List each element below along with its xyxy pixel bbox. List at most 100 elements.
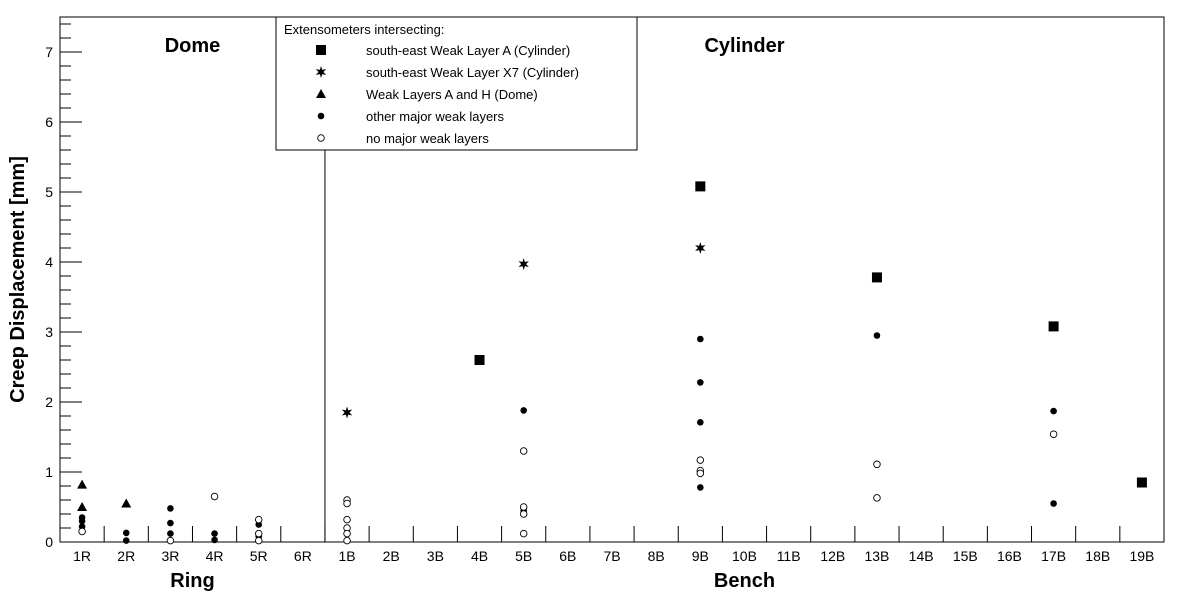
data-point-circle	[343, 515, 351, 524]
y-tick-label: 4	[45, 254, 53, 270]
y-tick-label: 5	[45, 184, 53, 200]
data-point-square	[474, 355, 485, 365]
data-point-circle	[78, 527, 86, 536]
data-point-circle	[696, 469, 705, 478]
x-tick-label: 19B	[1129, 548, 1154, 564]
axis-labels: 0 1 2 3 4 5 6 7 1R 2R 3R 4R 5R 6R 1B 2B 3B 4B 5B 6B 7B 8B 9B 10…	[7, 35, 1154, 592]
x-tick-label: 4R	[206, 548, 224, 564]
data-point-circle	[873, 460, 881, 469]
legend-marker-star	[315, 66, 327, 78]
data-point-circle	[254, 515, 263, 524]
legend-entry-label: south-east Weak Layer A (Cylinder)	[366, 43, 570, 58]
data-point-dot	[78, 517, 86, 525]
y-tick-label: 1	[45, 464, 53, 480]
data-point-square	[1136, 477, 1147, 488]
legend-marker-square	[316, 45, 326, 55]
data-point-dot	[167, 530, 174, 537]
x-tick-label: 16B	[997, 548, 1022, 564]
legend-marker-triangle	[316, 89, 326, 98]
x-tick-label: 1B	[338, 548, 355, 564]
x-tick-label: 10B	[732, 548, 757, 564]
data-point-star	[518, 258, 529, 271]
data-point-circle	[254, 529, 263, 538]
x-tick-label: 2R	[117, 548, 135, 564]
x-tick-label: 5R	[250, 548, 268, 564]
x-tick-label: 8B	[648, 548, 665, 564]
x-tick-label: 6R	[294, 548, 312, 564]
x-axis-title-ring: Ring	[170, 570, 214, 592]
data-marks	[77, 181, 1147, 545]
data-point-square	[1048, 321, 1059, 332]
data-point-circle	[343, 499, 351, 508]
data-point-circle	[343, 536, 351, 545]
data-point-dot	[873, 332, 881, 339]
x-tick-label: 12B	[820, 548, 845, 564]
data-point-star	[341, 406, 353, 419]
data-point-dot	[211, 536, 218, 544]
data-point-circle	[696, 456, 705, 464]
data-point-dot	[697, 335, 704, 343]
x-tick-label: 18B	[1085, 548, 1110, 564]
x-tick-label: 6B	[559, 548, 576, 564]
y-tick-label: 7	[45, 44, 53, 60]
data-point-triangle	[121, 498, 132, 508]
legend-box	[275, 16, 638, 151]
data-point-square	[871, 272, 882, 283]
x-tick-label: 17B	[1041, 548, 1066, 564]
x-tick-label: 9B	[692, 548, 709, 564]
data-point-circle	[254, 536, 263, 545]
data-point-triangle	[77, 479, 88, 489]
legend-entry-label: other major weak layers	[366, 109, 504, 124]
legend-marker-circle	[317, 134, 325, 142]
data-point-dot	[1050, 407, 1057, 415]
data-point-circle	[1049, 430, 1058, 438]
legend-entry-label: no major weak layers	[366, 131, 489, 146]
x-tick-label: 2B	[383, 548, 400, 564]
data-point-circle	[519, 447, 528, 455]
data-point-dot	[520, 407, 527, 414]
data-point-dot	[167, 519, 174, 527]
legend-entry-label: south-east Weak Layer X7 (Cylinder)	[366, 65, 579, 80]
legend: Extensometers intersecting: south-east We…	[275, 16, 638, 151]
x-tick-label: 1R	[73, 548, 91, 564]
x-axis-title-bench: Bench	[714, 570, 775, 592]
region-title-cylinder: Cylinder	[704, 35, 784, 57]
x-tick-label: 13B	[864, 548, 889, 564]
data-point-circle	[519, 529, 528, 538]
y-tick-label: 6	[45, 114, 53, 130]
data-point-dot	[167, 505, 174, 512]
x-tick-label: 11B	[777, 548, 801, 564]
legend-title: Extensometers intersecting:	[284, 22, 444, 37]
legend-entry-label: Weak Layers A and H (Dome)	[366, 87, 538, 102]
x-tick-label: 7B	[603, 548, 620, 564]
data-point-circle	[343, 529, 351, 538]
data-point-dot	[211, 530, 218, 537]
x-tick-label: 14B	[909, 548, 934, 564]
x-tick-label: 3B	[427, 548, 444, 564]
region-title-dome: Dome	[165, 35, 221, 57]
data-point-dot	[697, 484, 704, 491]
y-tick-label: 2	[45, 394, 53, 410]
data-point-dot	[1050, 500, 1057, 507]
y-tick-label: 3	[45, 324, 53, 340]
data-point-circle	[519, 503, 528, 511]
data-point-dot	[697, 419, 704, 426]
x-tick-label: 15B	[953, 548, 978, 564]
data-point-square	[695, 181, 706, 192]
data-point-dot	[122, 529, 130, 537]
data-point-circle	[519, 510, 528, 518]
y-axis-title: Creep Displacement [mm]	[7, 156, 29, 403]
x-tick-label: 3R	[161, 548, 179, 564]
data-point-circle	[873, 494, 881, 502]
x-tick-label: 5B	[515, 548, 532, 564]
data-point-dot	[697, 379, 704, 386]
x-tick-label: 4B	[471, 548, 488, 564]
data-point-star	[695, 242, 706, 254]
data-point-circle	[210, 492, 219, 501]
legend-marker-dot	[317, 112, 325, 120]
data-point-triangle	[77, 502, 88, 511]
y-tick-label: 0	[45, 534, 53, 550]
data-point-dot	[122, 537, 130, 544]
data-point-circle	[166, 536, 175, 545]
